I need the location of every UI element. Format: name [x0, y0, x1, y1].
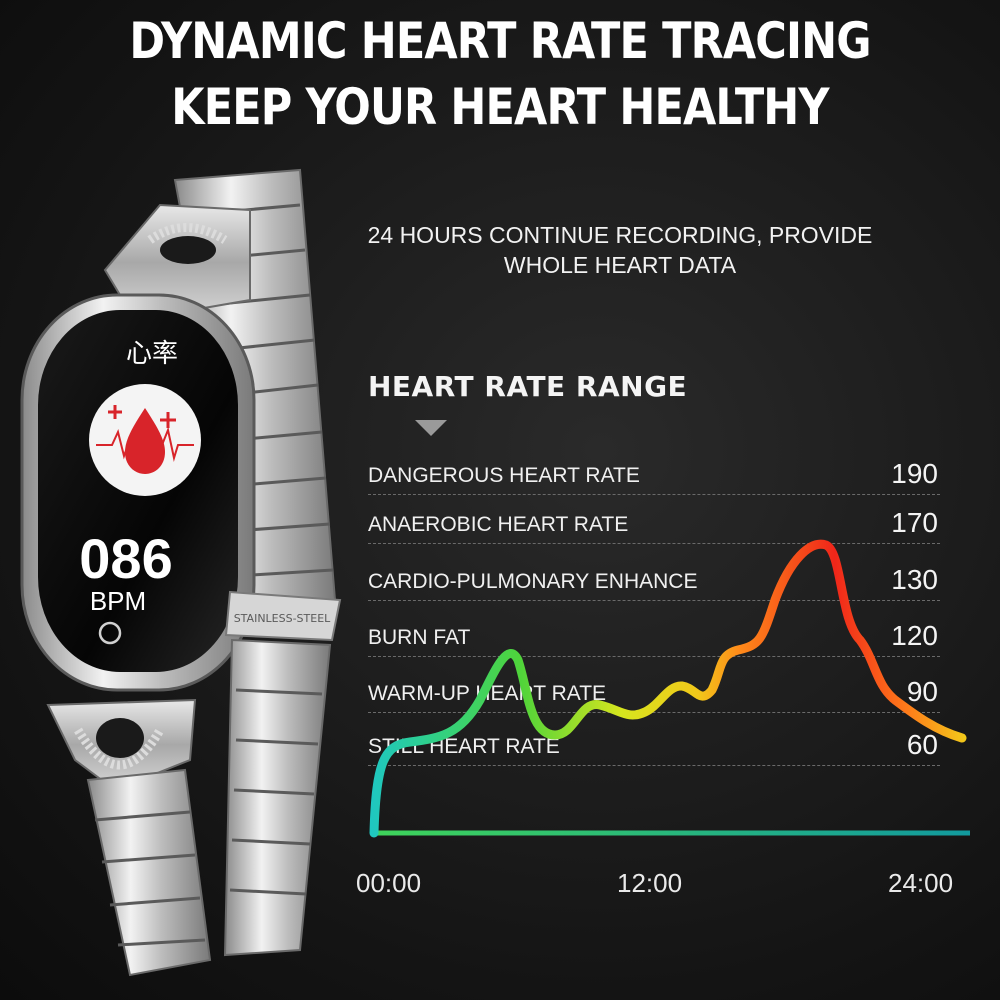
bpm-value: 086 — [79, 527, 172, 590]
zone-label: ANAEROBIC HEART RATE — [368, 513, 629, 536]
zone-bpm: 60 — [906, 729, 938, 760]
time-label-end: 24:00 — [888, 868, 954, 898]
time-label-start: 00:00 — [356, 868, 422, 898]
screen-title: 心率 — [126, 339, 178, 369]
upper-connector — [103, 203, 251, 322]
heart-rate-icon — [89, 384, 201, 496]
subtitle: 24 HOURS CONTINUE RECORDING, PROVIDE WHO… — [330, 220, 910, 280]
time-label-mid: 12:00 — [617, 868, 683, 898]
zone-label: DANGEROUS HEART RATE — [368, 464, 640, 487]
heart-rate-range-title: HEART RATE RANGE — [368, 370, 688, 403]
subtitle-line-2: WHOLE HEART DATA — [503, 252, 737, 278]
zone-row-dangerous: DANGEROUS HEART RATE 190 — [368, 458, 940, 495]
band-clasp: STAINLESS-STEEL — [224, 590, 342, 642]
zone-row-anaerobic: ANAEROBIC HEART RATE 170 — [368, 507, 940, 544]
smartwatch-image: 心率 086 BPM STAINLESS-STEEL — [20, 168, 342, 977]
zone-label: BURN FAT — [368, 626, 471, 649]
band-lower-right — [223, 638, 332, 957]
zone-label: CARDIO-PULMONARY ENHANCE — [368, 570, 698, 593]
zone-bpm: 170 — [891, 507, 938, 538]
headline-line-1: DYNAMIC HEART RATE TRACING — [129, 12, 871, 70]
zone-row-burn-fat: BURN FAT 120 — [368, 620, 940, 657]
bpm-unit: BPM — [90, 586, 146, 616]
zone-bpm: 120 — [891, 620, 938, 651]
zone-bpm: 130 — [891, 564, 938, 595]
zone-row-cardio: CARDIO-PULMONARY ENHANCE 130 — [368, 564, 940, 601]
band-lower-left — [86, 768, 212, 977]
band-engraving: STAINLESS-STEEL — [234, 612, 331, 625]
subtitle-line-1: 24 HOURS CONTINUE RECORDING, PROVIDE — [367, 222, 873, 248]
zone-row-still: STILL HEART RATE 60 — [368, 729, 940, 766]
headline-line-2: KEEP YOUR HEART HEALTHY — [171, 78, 829, 136]
zone-bpm: 190 — [891, 458, 938, 489]
home-button-icon[interactable] — [98, 621, 122, 645]
down-triangle-icon — [415, 420, 447, 436]
heart-rate-curve — [369, 539, 967, 838]
zone-bpm: 90 — [906, 676, 938, 707]
